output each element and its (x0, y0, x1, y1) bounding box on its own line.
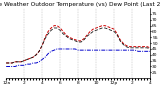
Title: Milwaukee Weather Outdoor Temperature (vs) Dew Point (Last 24 Hours): Milwaukee Weather Outdoor Temperature (v… (0, 2, 160, 7)
